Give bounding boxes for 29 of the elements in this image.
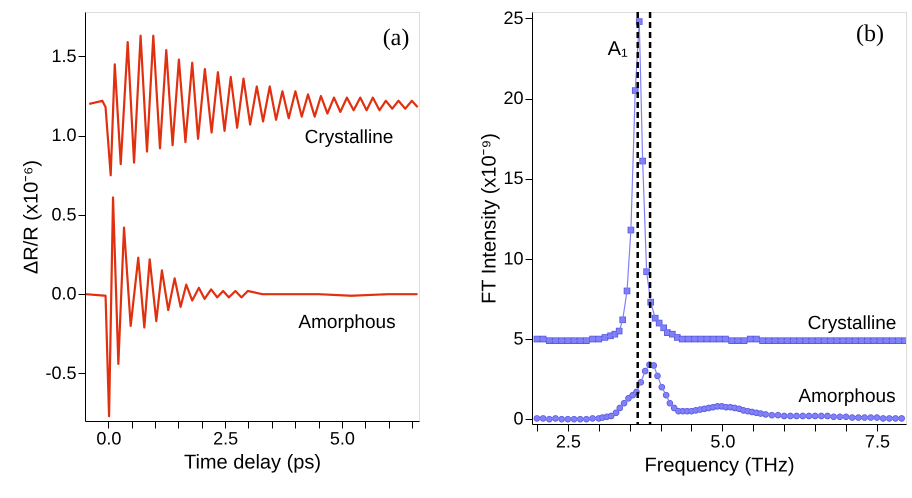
x-tick-label: 2.5 bbox=[556, 432, 581, 452]
y-tick-label: 10 bbox=[503, 248, 524, 268]
y-tick-label: 5 bbox=[513, 328, 524, 349]
y-axis-title: ΔR/R (x10⁻⁶) bbox=[20, 160, 42, 274]
y-tick-label: 20 bbox=[503, 88, 524, 108]
x-tick-label: 5.0 bbox=[330, 428, 355, 448]
y-tick-label: 1.5 bbox=[51, 46, 76, 66]
ref-line-label: A₁ bbox=[608, 38, 628, 60]
line-series bbox=[85, 196, 419, 418]
y-tick-label: -0.5 bbox=[45, 362, 76, 383]
x-axis-title: Time delay (ps) bbox=[184, 452, 322, 474]
x-tick-label: 7.5 bbox=[864, 432, 890, 452]
y-tick-label: 25 bbox=[503, 8, 524, 28]
y-axis-title: FT Intensity (x10⁻⁹) bbox=[478, 133, 500, 304]
y-tick-label: 0 bbox=[513, 408, 524, 429]
series-label: Crystalline bbox=[304, 127, 394, 148]
y-tick-label: 1.0 bbox=[51, 125, 76, 146]
series-label: Crystalline bbox=[808, 313, 896, 334]
y-tick-label: 0.0 bbox=[51, 284, 76, 304]
series-label: Amorphous bbox=[298, 312, 396, 333]
y-tick-label: 15 bbox=[503, 168, 524, 188]
annotation: (a) bbox=[382, 25, 410, 51]
annotation: (b) bbox=[856, 21, 884, 47]
x-tick-label: 5.0 bbox=[710, 432, 736, 452]
series-label: Amorphous bbox=[798, 386, 896, 407]
x-tick-label: 2.5 bbox=[213, 428, 238, 448]
x-tick-label: 0.0 bbox=[96, 428, 122, 448]
y-tick-label: 0.5 bbox=[51, 204, 76, 224]
x-axis-title: Frequency (THz) bbox=[644, 454, 795, 476]
